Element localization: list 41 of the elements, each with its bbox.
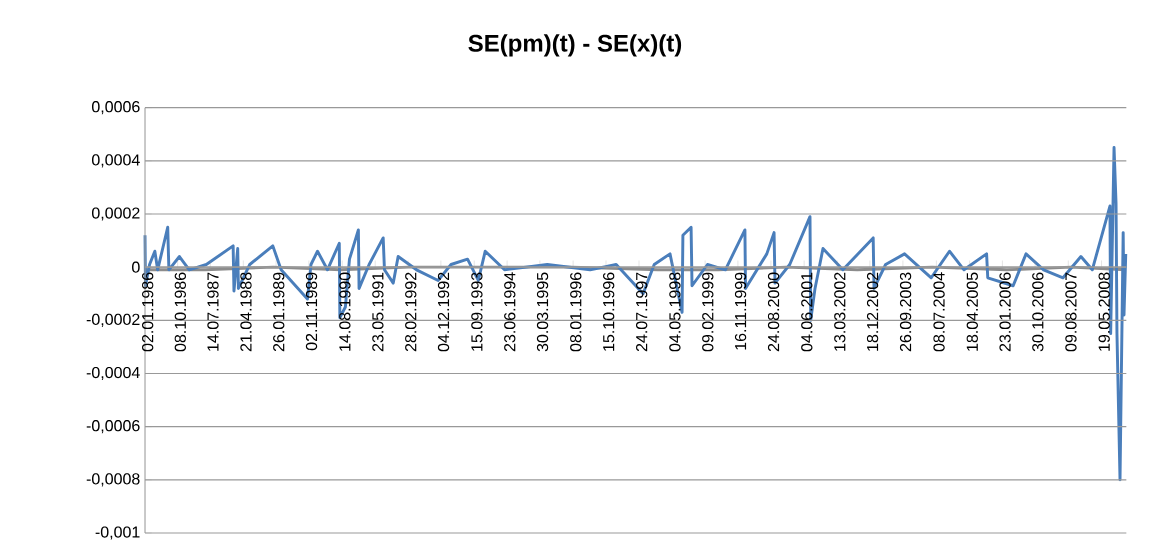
x-tick-label: 08.10.1986 <box>174 272 186 352</box>
x-tick-label: 28.02.1992 <box>405 272 417 352</box>
x-tick-label: 21.04.1988 <box>240 272 252 352</box>
x-tick-label: 15.09.1993 <box>471 272 483 351</box>
x-tick-label: 04.05.1998 <box>669 272 681 352</box>
x-tick-label: 30.10.2006 <box>1032 272 1044 352</box>
y-tick-label: -0,0002 <box>86 313 140 327</box>
x-tick-label: 09.08.2007 <box>1065 272 1077 352</box>
x-tick-label: 02.11.1989 <box>305 272 318 351</box>
x-tick-label: 18.12.2002 <box>866 272 879 351</box>
x-tick-label: 02.01.1986 <box>142 272 154 352</box>
x-tick-label: 04.12.1992 <box>437 272 450 352</box>
y-tick-label: 0,0004 <box>91 154 140 168</box>
x-tick-label: 23.01.2006 <box>999 272 1011 352</box>
x-tick-label: 04.06.2001 <box>801 272 813 352</box>
x-tick-label: 18.04.2005 <box>966 272 978 351</box>
x-tick-label: 08.01.1996 <box>570 272 582 352</box>
x-tick-label: 08.07.2004 <box>933 272 945 352</box>
x-tick-label: 30.03.1995 <box>536 272 549 352</box>
x-tick-label: 24.08.2000 <box>767 272 780 352</box>
x-tick-label: 13.03.2002 <box>834 272 846 351</box>
x-tick-label: 14.08.1990 <box>339 272 351 351</box>
x-tick-label: 09.02.1999 <box>702 272 714 352</box>
x-tick-label: 19.05.2008 <box>1098 272 1110 351</box>
x-tick-label: 14.07.1987 <box>207 272 219 351</box>
y-tick-label: 0,0002 <box>91 207 140 221</box>
y-tick-label: -0,0008 <box>86 473 140 487</box>
x-tick-label: 24.07.1997 <box>636 272 648 352</box>
x-tick-label: 26.09.2003 <box>899 272 912 352</box>
y-tick-label: -0,0006 <box>86 420 140 434</box>
x-tick-label: 16.11.1999 <box>734 272 747 350</box>
y-tick-label: -0,001 <box>95 526 140 540</box>
line-series <box>143 146 1128 482</box>
y-tick-label: -0,0004 <box>86 366 140 381</box>
x-tick-label: 23.05.1991 <box>372 272 384 352</box>
x-tick-label: 26.01.1989 <box>273 272 285 352</box>
x-tick-label: 15.10.1996 <box>603 272 615 351</box>
y-tick-label: 0 <box>132 261 140 273</box>
chart-title: SE(pm)(t) - SE(x)(t) <box>468 34 682 57</box>
x-tick-label: 23.06.1994 <box>504 272 516 352</box>
y-tick-label: 0,0006 <box>91 101 140 115</box>
